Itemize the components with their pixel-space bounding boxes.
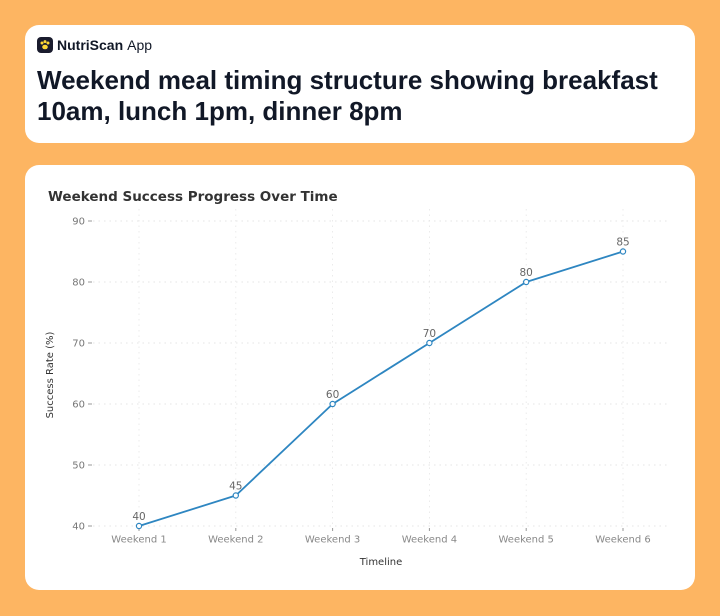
brand-suffix: App	[127, 37, 153, 53]
y-axis-label: Success Rate (%)	[45, 331, 56, 418]
line-chart: Weekend Success Progress Over Time 40 50 6…	[45, 189, 670, 568]
header-card: NutriScan App Weekend meal timing struct…	[25, 25, 695, 143]
data-label: 40	[132, 511, 145, 523]
brand: NutriScan App	[37, 37, 152, 53]
chart-card: Weekend Success Progress Over Time 40 50 6…	[25, 165, 695, 590]
chart-title: Weekend Success Progress Over Time	[48, 189, 338, 205]
x-tick-label: Weekend 4	[402, 535, 457, 546]
data-label: 45	[229, 481, 242, 493]
data-point	[523, 278, 530, 286]
y-tick-label: 50	[72, 461, 85, 472]
x-axis: Weekend 1 Weekend 2 Weekend 3 Weekend 4 Week…	[111, 528, 651, 546]
data-label: 80	[520, 267, 533, 279]
y-tick-label: 80	[72, 278, 85, 289]
grid-lines	[93, 209, 670, 527]
data-label: 60	[326, 389, 339, 401]
data-point	[426, 339, 433, 347]
x-tick-label: Weekend 1	[111, 535, 166, 546]
x-tick-label: Weekend 3	[305, 535, 360, 546]
data-point	[232, 492, 239, 499]
data-point	[619, 248, 627, 255]
x-tick-label: Weekend 6	[595, 535, 650, 546]
series-layer: 40 45 60 70 80 85	[132, 237, 630, 530]
data-point	[329, 400, 336, 408]
data-label: 85	[616, 237, 629, 249]
series-line	[138, 250, 624, 527]
y-tick-label: 90	[72, 217, 85, 228]
x-axis-label: Timeline	[359, 557, 403, 568]
brand-name: NutriScan	[57, 37, 124, 53]
y-tick-label: 70	[72, 339, 85, 350]
y-tick-label: 60	[72, 400, 85, 411]
x-tick-label: Weekend 5	[498, 535, 553, 546]
data-point	[135, 522, 143, 530]
data-label: 70	[423, 328, 436, 340]
x-tick-label: Weekend 2	[208, 535, 263, 546]
y-tick-label: 40	[72, 522, 85, 533]
paw-icon	[37, 37, 53, 53]
page-title: Weekend meal timing structure showing br…	[37, 65, 658, 126]
y-axis: 40 50 60 70 80 90	[72, 217, 92, 533]
